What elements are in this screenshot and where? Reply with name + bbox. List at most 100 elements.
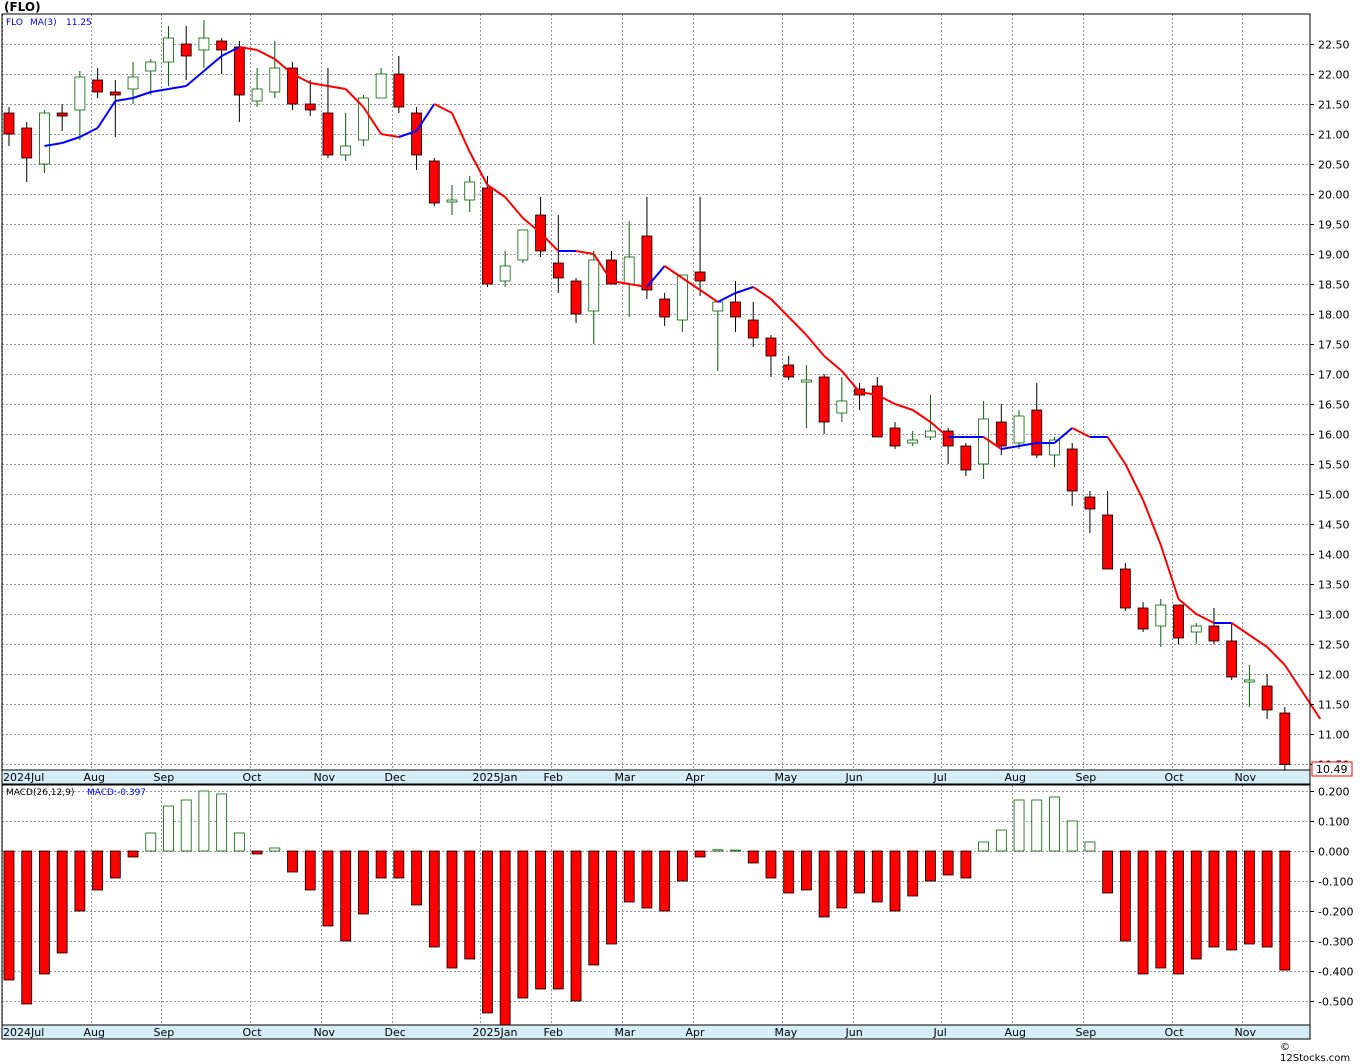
price-x-tick-label: Jul	[933, 771, 947, 784]
candle-body	[570, 280, 582, 315]
candle	[606, 251, 617, 285]
candle	[783, 356, 795, 380]
macd-bar	[517, 850, 529, 999]
candle	[340, 113, 352, 161]
macd-y-tick-label: -0.500	[1318, 996, 1353, 1009]
candle-body	[340, 145, 352, 156]
legend-ma-label: MA(3)	[30, 18, 57, 28]
macd-bar	[56, 850, 68, 954]
candle	[623, 221, 635, 317]
candle-body	[818, 376, 830, 423]
ma-segment	[150, 88, 169, 93]
macd-y-tick-label: -0.300	[1318, 936, 1353, 949]
credit-text: © 12Stocks.com	[1280, 1042, 1351, 1064]
candle	[92, 68, 103, 98]
macd-bar	[322, 850, 334, 927]
price-date-axis-band	[1, 769, 1311, 785]
ma-segment	[646, 265, 666, 288]
candle-body	[233, 46, 245, 96]
macd-bar	[783, 850, 795, 894]
macd-bar	[659, 850, 671, 912]
candle	[1244, 665, 1255, 707]
candle	[747, 302, 759, 347]
price-y-tick-label: 19.50	[1318, 219, 1350, 232]
macd-bar	[1049, 796, 1060, 852]
candle	[801, 365, 812, 428]
macd-bar	[428, 850, 440, 948]
candle	[56, 104, 68, 131]
ma-segment	[327, 85, 346, 90]
candle	[39, 110, 50, 173]
price-x-tick-label: Mar	[615, 771, 636, 784]
macd-bar	[269, 847, 281, 852]
macd-y-tick-label: -0.100	[1318, 876, 1353, 889]
candle	[269, 41, 281, 98]
ma-segment	[221, 46, 240, 57]
ma-segment	[983, 436, 1002, 450]
ma-segment	[699, 289, 719, 303]
candle-body	[428, 160, 440, 204]
candle	[375, 68, 387, 99]
macd-x-tick-label: Dec	[385, 1026, 406, 1039]
macd-bar	[233, 832, 245, 852]
candle	[464, 176, 476, 212]
macd-bar	[747, 850, 759, 864]
last-price-label: 10.49	[1316, 763, 1348, 776]
panel-frames	[1, 13, 1311, 1026]
candle	[233, 41, 245, 122]
macd-bar	[1279, 850, 1291, 971]
macd-bar	[1137, 850, 1149, 975]
candle-body	[163, 37, 174, 63]
ma-segment	[203, 55, 223, 72]
price-y-tick-label: 12.00	[1318, 669, 1350, 682]
candle	[694, 197, 706, 296]
price-x-tick-label: May	[775, 771, 798, 784]
price-y-tick-label: 13.50	[1318, 579, 1350, 592]
price-x-tick-label: 2025Jan	[473, 771, 518, 784]
candle-body	[676, 274, 688, 321]
ma-segment	[735, 286, 754, 294]
candle-body	[180, 43, 192, 57]
macd-x-tick-label: Sep	[154, 1026, 175, 1039]
candle	[1226, 623, 1238, 680]
price-y-tick-label: 18.50	[1318, 279, 1350, 292]
candle-body	[1261, 685, 1273, 711]
ma-segment	[770, 298, 790, 318]
candle-body	[641, 235, 653, 291]
macd-y-tick-label: 0.000	[1318, 846, 1350, 859]
ma-segment	[592, 253, 613, 282]
candle	[1208, 608, 1220, 644]
macd-bar	[287, 850, 298, 873]
candle-body	[482, 187, 493, 285]
candle	[357, 95, 369, 146]
macd-bar	[1261, 850, 1273, 948]
ma-segment	[1142, 499, 1162, 546]
ma-segment	[168, 85, 187, 90]
ma-segment	[504, 196, 524, 219]
macd-bar	[499, 850, 511, 1026]
price-y-tick-label: 17.50	[1318, 339, 1350, 352]
price-panel-frame	[1, 13, 1311, 771]
candle-body	[925, 430, 936, 438]
ma-segment	[539, 232, 560, 252]
candle-body	[747, 319, 759, 339]
price-x-tick-label: Sep	[1076, 771, 1097, 784]
candle-body	[1244, 679, 1255, 683]
ma-segment	[1053, 427, 1073, 444]
macd-bar	[109, 850, 121, 879]
legend-macd-value: MACD:-0.397	[87, 788, 146, 798]
candle-body	[978, 418, 989, 465]
price-y-tick-label: 15.50	[1318, 459, 1350, 472]
candle	[995, 404, 1007, 455]
price-y-tick-label: 18.00	[1318, 309, 1350, 322]
macd-bar	[889, 850, 901, 912]
ma-segment	[310, 82, 329, 87]
ma-segment	[1248, 634, 1268, 648]
candle-body	[942, 430, 954, 447]
macd-bar	[464, 850, 476, 960]
ma-segment	[1231, 622, 1250, 636]
candle	[304, 80, 316, 116]
macd-x-tick-label: Mar	[615, 1026, 636, 1039]
macd-bar	[871, 850, 883, 903]
macd-bar	[3, 850, 15, 981]
